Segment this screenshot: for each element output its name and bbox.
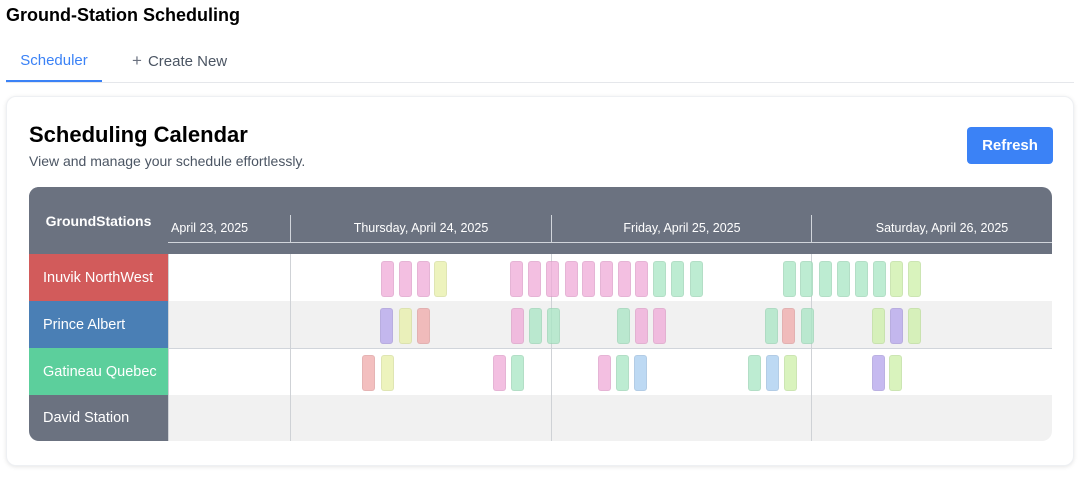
tab-create-new-label: Create New xyxy=(147,53,228,70)
station-label: Inuvik NorthWest xyxy=(29,254,168,301)
pass-slot[interactable] xyxy=(653,261,666,297)
calendar-header: Wednesday, April 23, 2025 Thursday, Apri… xyxy=(29,187,1052,254)
pass-slot[interactable] xyxy=(381,261,394,297)
pass-slot[interactable] xyxy=(529,308,542,344)
scheduling-card: Scheduling Calendar View and manage your… xyxy=(6,96,1074,466)
scheduling-calendar[interactable]: Wednesday, April 23, 2025 Thursday, Apri… xyxy=(29,187,1052,441)
pass-slot[interactable] xyxy=(635,261,648,297)
pass-slot[interactable] xyxy=(546,261,559,297)
tab-bar: Scheduler + Create New xyxy=(6,42,1074,83)
pass-slot[interactable] xyxy=(766,355,779,391)
refresh-button[interactable]: Refresh xyxy=(967,127,1053,164)
pass-slot[interactable] xyxy=(434,261,447,297)
pass-slot[interactable] xyxy=(417,308,430,344)
pass-slot[interactable] xyxy=(493,355,506,391)
pass-slot[interactable] xyxy=(890,261,903,297)
pass-slot[interactable] xyxy=(598,355,611,391)
pass-slot[interactable] xyxy=(399,308,412,344)
pass-slot[interactable] xyxy=(565,261,578,297)
pass-slot[interactable] xyxy=(616,355,629,391)
pass-slot[interactable] xyxy=(634,355,647,391)
station-label: Prince Albert xyxy=(29,301,168,348)
pass-slot[interactable] xyxy=(362,355,375,391)
pass-slot[interactable] xyxy=(653,308,666,344)
pass-slot[interactable] xyxy=(671,261,684,297)
tab-create-new[interactable]: + Create New xyxy=(132,42,227,80)
tab-scheduler[interactable]: Scheduler xyxy=(6,42,102,82)
pass-slot[interactable] xyxy=(617,308,630,344)
pass-slot[interactable] xyxy=(582,261,595,297)
app-title: Ground-Station Scheduling xyxy=(6,5,240,25)
plus-icon: + xyxy=(132,51,142,70)
card-subtitle: View and manage your schedule effortless… xyxy=(29,153,306,169)
pass-slot[interactable] xyxy=(890,308,903,344)
pass-slot[interactable] xyxy=(873,261,886,297)
pass-slot[interactable] xyxy=(399,261,412,297)
pass-slot[interactable] xyxy=(765,308,778,344)
pass-slot[interactable] xyxy=(528,261,541,297)
pass-slot[interactable] xyxy=(690,261,703,297)
pass-slot[interactable] xyxy=(872,308,885,344)
grid-line xyxy=(811,254,812,441)
station-row-david[interactable]: David Station xyxy=(29,395,1052,441)
pass-slot[interactable] xyxy=(380,308,393,344)
pass-slot[interactable] xyxy=(801,308,814,344)
pass-slot[interactable] xyxy=(782,308,795,344)
date-header-fri: Friday, April 25, 2025 xyxy=(551,215,812,242)
ground-stations-header: GroundStations xyxy=(29,187,168,254)
pass-slot[interactable] xyxy=(547,308,560,344)
pass-slot[interactable] xyxy=(908,308,921,344)
pass-slot[interactable] xyxy=(855,261,868,297)
pass-slot[interactable] xyxy=(600,261,613,297)
pass-slot[interactable] xyxy=(783,261,796,297)
date-header-sat: Saturday, April 26, 2025 xyxy=(811,215,1052,242)
pass-slot[interactable] xyxy=(417,261,430,297)
pass-slot[interactable] xyxy=(819,261,832,297)
pass-slot[interactable] xyxy=(837,261,850,297)
date-header-thu: Thursday, April 24, 2025 xyxy=(290,215,551,242)
pass-slot[interactable] xyxy=(511,355,524,391)
pass-slot[interactable] xyxy=(800,261,813,297)
pass-slot[interactable] xyxy=(635,308,648,344)
grid-line xyxy=(168,254,169,441)
pass-slot[interactable] xyxy=(889,355,902,391)
pass-slot[interactable] xyxy=(908,261,921,297)
pass-slot[interactable] xyxy=(511,308,524,344)
pass-slot[interactable] xyxy=(618,261,631,297)
pass-slot[interactable] xyxy=(748,355,761,391)
station-label: David Station xyxy=(29,395,168,441)
pass-slot[interactable] xyxy=(381,355,394,391)
date-header-row: Wednesday, April 23, 2025 Thursday, Apri… xyxy=(100,215,1052,243)
card-title: Scheduling Calendar xyxy=(29,122,248,147)
pass-slot[interactable] xyxy=(784,355,797,391)
grid-line xyxy=(290,254,291,441)
grid-line xyxy=(551,254,552,441)
pass-slot[interactable] xyxy=(872,355,885,391)
pass-slot[interactable] xyxy=(510,261,523,297)
station-label: Gatineau Quebec xyxy=(29,348,168,395)
